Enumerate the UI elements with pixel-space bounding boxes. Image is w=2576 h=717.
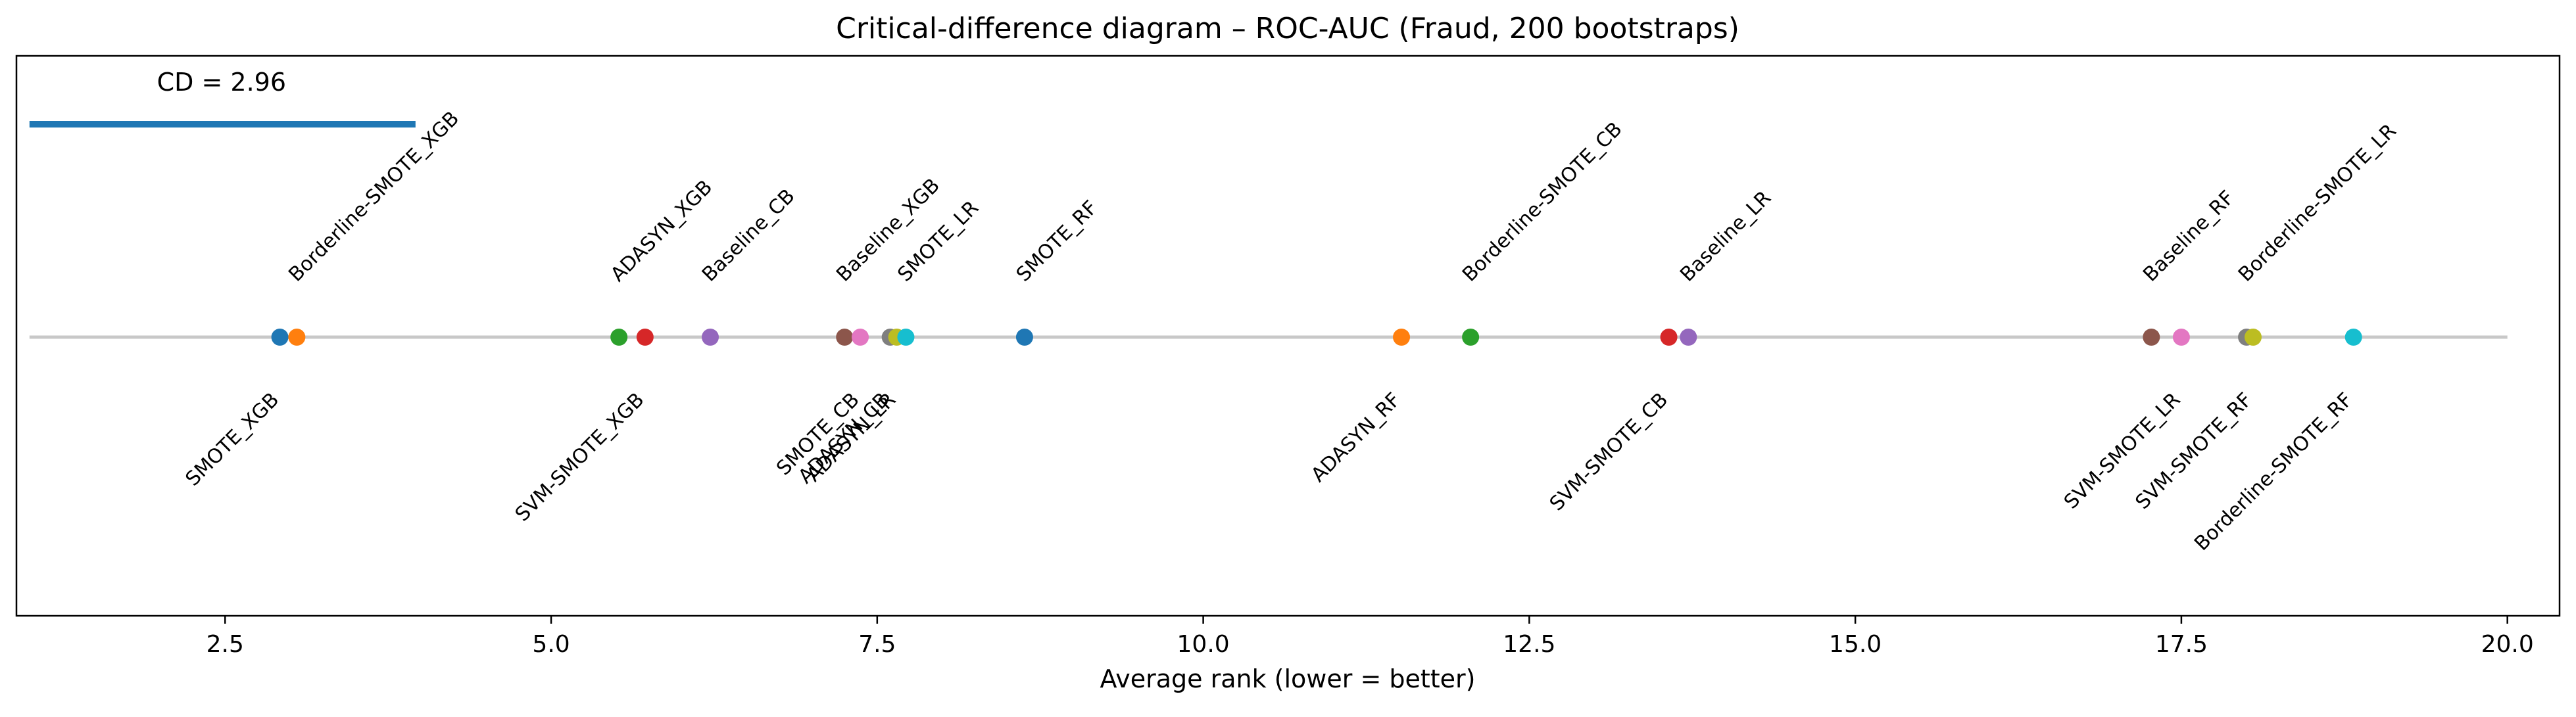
- x-axis: 2.5 5.0 7.5 10.0 12.5 15.0 17.5 20.0: [207, 616, 2534, 658]
- rank-point: [1393, 329, 1411, 346]
- x-axis-label: Average rank (lower = better): [1100, 664, 1475, 693]
- rank-point: [897, 329, 915, 346]
- point-label: Borderline-SMOTE_CB: [1458, 118, 1627, 287]
- rank-point: [1015, 329, 1033, 346]
- rank-point: [610, 329, 628, 346]
- x-tick-label: 20.0: [2481, 631, 2534, 658]
- point-label: Borderline-SMOTE_LR: [2234, 120, 2401, 287]
- x-tick-label: 5.0: [532, 631, 570, 658]
- rank-point: [701, 329, 719, 346]
- point-label: SVM-SMOTE_CB: [1545, 388, 1672, 515]
- points-layer: [271, 329, 2362, 346]
- point-label: Baseline_CB: [698, 185, 800, 287]
- x-tick-label: 12.5: [1503, 631, 1555, 658]
- chart-title: Critical-difference diagram – ROC-AUC (F…: [836, 12, 1739, 45]
- rank-point: [2345, 329, 2362, 346]
- point-label: SMOTE_XGB: [182, 388, 284, 491]
- x-tick-label: 15.0: [1829, 631, 1882, 658]
- x-tick-label: 2.5: [207, 631, 244, 658]
- rank-point: [2244, 329, 2262, 346]
- rank-point: [836, 329, 854, 346]
- rank-point: [1660, 329, 1678, 346]
- point-label: SVM-SMOTE_XGB: [511, 388, 649, 526]
- point-label: Baseline_RF: [2139, 186, 2239, 286]
- cd-label: CD = 2.96: [157, 68, 286, 97]
- rank-point: [1462, 329, 1480, 346]
- rank-point: [271, 329, 289, 346]
- x-tick-label: 7.5: [858, 631, 896, 658]
- x-tick-label: 17.5: [2155, 631, 2208, 658]
- point-label: Baseline_LR: [1676, 187, 1776, 287]
- rank-point: [636, 329, 654, 346]
- point-label: ADASYN_RF: [1307, 388, 1405, 487]
- plot-frame: [15, 55, 2561, 617]
- point-label: Baseline_XGB: [832, 174, 944, 287]
- x-tick-label: 10.0: [1177, 631, 1230, 658]
- point-label: SMOTE_RF: [1012, 197, 1102, 287]
- rank-point: [852, 329, 869, 346]
- rank-point: [2172, 329, 2190, 346]
- point-label: Borderline-SMOTE_XGB: [284, 107, 464, 287]
- rank-point: [1680, 329, 1697, 346]
- rank-point: [2143, 329, 2160, 346]
- rank-point: [288, 329, 306, 346]
